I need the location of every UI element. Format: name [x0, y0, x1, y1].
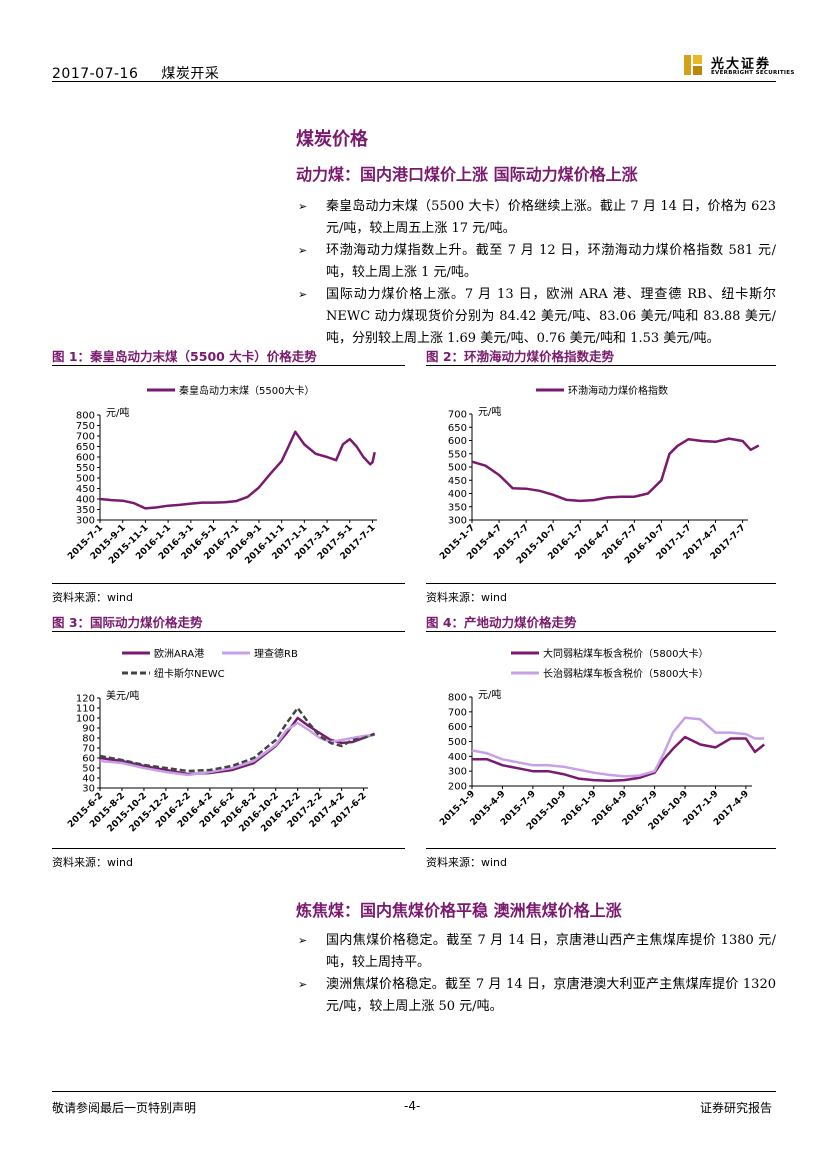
y-tick-label: 70: [82, 744, 95, 755]
y-tick-label: 300: [76, 516, 95, 527]
report-category: 煤炭开采: [161, 66, 220, 82]
legend-label: 长治弱粘煤车板含税价（5800大卡）: [543, 667, 708, 680]
y-tick-label: 650: [76, 442, 95, 453]
series-line: [471, 716, 765, 778]
y-tick-label: 450: [448, 476, 467, 487]
y-axis-unit: 元/吨: [478, 405, 501, 418]
chart-bohai-index: 元/吨3003504004505005506006507002015-1-720…: [438, 384, 760, 566]
y-tick-label: 400: [448, 489, 467, 500]
fig4-source: 资料来源：wind: [426, 856, 508, 869]
y-tick-label: 600: [448, 436, 467, 447]
y-tick-label: 120: [76, 694, 95, 705]
legend-label: 纽卡斯尔NEWC: [154, 667, 225, 680]
series-line: [99, 430, 376, 510]
logo-cn: 光大证券: [711, 57, 772, 72]
y-tick-label: 600: [76, 453, 95, 464]
everbright-logo-icon: [684, 55, 702, 75]
y-axis-unit: 美元/吨: [106, 689, 139, 702]
y-tick-label: 450: [76, 484, 95, 495]
series-line: [471, 437, 760, 503]
y-tick-label: 300: [448, 767, 467, 778]
fig4-title: 图 4：产地动力煤价格走势: [426, 615, 577, 630]
arrow-bullet-icon: ➢: [298, 244, 308, 257]
chart-qhd-thermal-coal: 元/吨3003504004505005506006507007508002015…: [66, 384, 377, 566]
y-tick-label: 350: [76, 505, 95, 516]
y-tick-label: 550: [448, 449, 467, 460]
y-tick-label: 50: [82, 764, 95, 775]
legend-label: 秦皇岛动力末煤（5500大卡）: [179, 384, 314, 397]
y-tick-label: 550: [76, 463, 95, 474]
y-tick-label: 350: [448, 502, 467, 513]
y-tick-label: 600: [448, 722, 467, 733]
y-tick-label: 400: [76, 495, 95, 506]
footer-page-number: -4-: [404, 1099, 421, 1113]
header-info: 2017-07-16 煤炭开采: [52, 63, 219, 83]
y-tick-label: 750: [76, 421, 95, 432]
thermal-title: 动力煤：国内港口煤价上涨 国际动力煤价格上涨: [296, 165, 638, 184]
legend-label: 理查德RB: [254, 647, 298, 660]
report-date: 2017-07-16: [52, 66, 139, 82]
y-tick-label: 200: [448, 782, 467, 793]
series-line: [472, 735, 765, 783]
fig3-title: 图 3：国际动力煤价格走势: [52, 615, 203, 630]
legend-label: 欧洲ARA港: [154, 648, 204, 660]
fig3-top-line: [52, 631, 405, 632]
y-tick-label: 500: [76, 474, 95, 485]
arrow-bullet-icon: ➢: [298, 200, 308, 213]
section-title: 煤炭价格: [296, 129, 368, 150]
series-line: [99, 721, 375, 777]
y-tick-label: 700: [448, 707, 467, 718]
y-tick-label: 500: [448, 737, 467, 748]
y-tick-label: 110: [76, 704, 95, 715]
legend-label: 大同弱粘煤车板含税价（5800大卡）: [543, 647, 708, 660]
fig1-bottom-line: [52, 583, 405, 584]
thermal-bullet-2: ➢ 环渤海动力煤指数上升。截至 7 月 12 日，环渤海动力煤价格指数 581 …: [298, 240, 776, 284]
fig2-source: 资料来源：wind: [426, 591, 508, 604]
footer-report-type: 证券研究报告: [700, 1101, 773, 1115]
y-axis-unit: 元/吨: [478, 688, 501, 701]
y-tick-label: 90: [82, 724, 95, 735]
y-axis-unit: 元/吨: [106, 406, 129, 419]
logo-en: EVERBRIGHT SECURITIES: [711, 70, 795, 76]
fig1-top-line: [52, 365, 405, 366]
fig4-bottom-line: [426, 848, 776, 849]
thermal-bullet-1: ➢ 秦皇岛动力末煤（5500 大卡）价格继续上涨。截止 7 月 14 日，价格为…: [298, 196, 776, 240]
chart-origin-thermal-coal: 元/吨2003004005006007008002015-1-92015-4-9…: [438, 647, 765, 832]
y-tick-label: 500: [448, 463, 467, 474]
legend-label: 环渤海动力煤价格指数: [568, 384, 668, 397]
series-line: [99, 706, 376, 773]
coking-bullet-2: ➢ 澳洲焦煤价格稳定。截至 7 月 14 日，京唐港澳大利亚产主焦煤库提价 13…: [298, 974, 776, 1018]
y-tick-label: 300: [448, 516, 467, 527]
fig3-bottom-line: [52, 848, 405, 849]
y-tick-label: 800: [76, 411, 95, 422]
y-tick-label: 800: [448, 693, 467, 704]
fig2-title: 图 2：环渤海动力煤价格指数走势: [426, 349, 615, 364]
y-tick-label: 400: [448, 752, 467, 763]
coking-title: 炼焦煤：国内焦煤价格平稳 澳洲焦煤价格上涨: [296, 901, 622, 920]
fig2-top-line: [426, 365, 776, 366]
footer-divider: [52, 1091, 776, 1092]
fig2-bottom-line: [426, 583, 776, 584]
y-tick-label: 100: [76, 714, 95, 725]
y-tick-label: 700: [76, 432, 95, 443]
y-tick-label: 60: [82, 754, 95, 765]
fig4-top-line: [426, 631, 776, 632]
header-divider: [52, 81, 776, 82]
y-tick-label: 80: [82, 734, 95, 745]
coking-bullet-1: ➢ 国内焦煤价格稳定。截至 7 月 14 日，京唐港山西产主焦煤库提价 1380…: [298, 930, 776, 974]
y-tick-label: 30: [82, 784, 95, 795]
fig1-source: 资料来源：wind: [52, 591, 134, 604]
thermal-bullet-3: ➢ 国际动力煤价格上涨。7 月 13 日，欧洲 ARA 港、理查德 RB、纽卡斯…: [298, 284, 776, 350]
fig1-title: 图 1：秦皇岛动力末煤（5500 大卡）价格走势: [52, 349, 317, 364]
y-tick-label: 700: [448, 410, 467, 421]
y-tick-label: 40: [82, 774, 95, 785]
y-tick-label: 650: [448, 423, 467, 434]
arrow-bullet-icon: ➢: [298, 934, 308, 947]
arrow-bullet-icon: ➢: [298, 978, 308, 991]
arrow-bullet-icon: ➢: [298, 288, 308, 301]
footer-disclaimer: 敬请参阅最后一页特别声明: [52, 1101, 197, 1115]
fig3-source: 资料来源：wind: [52, 856, 134, 869]
chart-intl-thermal-coal: 美元/吨304050607080901001101202015-6-22015-…: [66, 647, 376, 834]
